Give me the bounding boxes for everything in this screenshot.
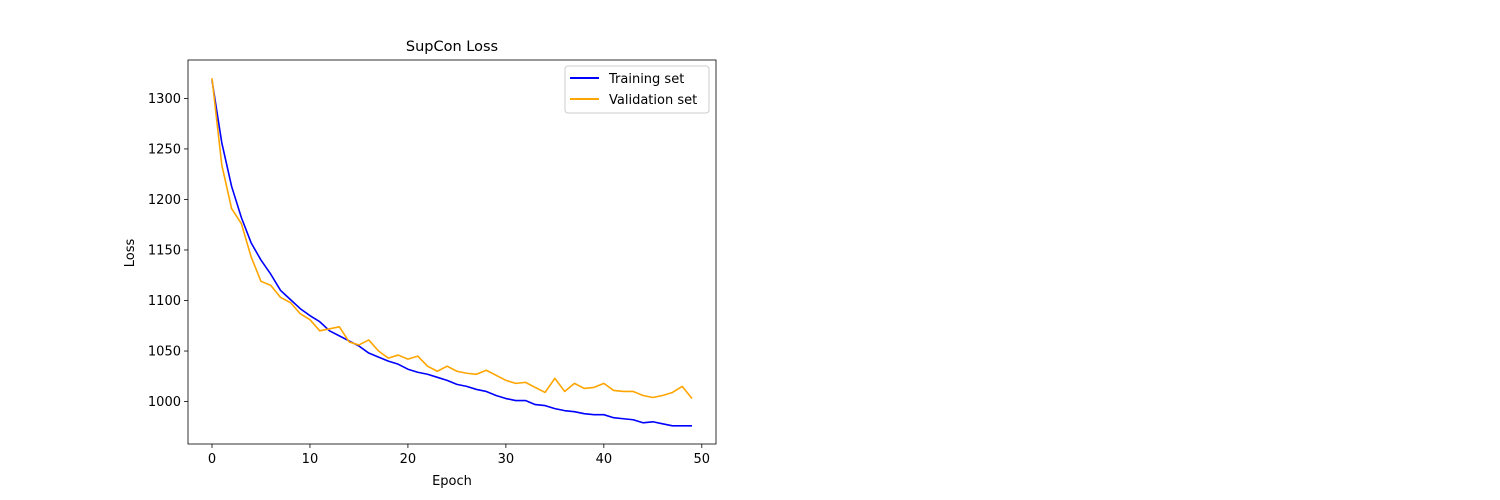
- plot-area: 0 10 20 30 40 50 1000 1050 1100 1150 1200 1250 1300: [148, 59, 717, 467]
- y-tick-label: 1100: [148, 294, 181, 309]
- series-line-validation-set: [211, 78, 693, 400]
- y-axis-label: Loss: [123, 239, 138, 268]
- y-axis: 1000 1050 1100 1150 1200 1250 1300: [148, 92, 188, 410]
- x-tick-label: 40: [596, 452, 613, 467]
- x-axis-label: Epoch: [432, 474, 472, 489]
- legend: Training set Validation set: [564, 65, 710, 114]
- axes-frame: [187, 59, 717, 445]
- legend-label-validation: Validation set: [609, 93, 697, 108]
- x-tick-label: 30: [498, 452, 515, 467]
- y-tick-label: 1300: [148, 92, 181, 107]
- x-tick-label: 20: [400, 452, 417, 467]
- series-line-training-set: [211, 80, 692, 427]
- legend-label-training: Training set: [608, 72, 684, 87]
- x-tick-label: 0: [208, 452, 216, 467]
- x-tick-label: 10: [302, 452, 319, 467]
- chart-title: SupCon Loss: [406, 39, 498, 55]
- y-tick-label: 1250: [148, 142, 181, 157]
- y-tick-label: 1050: [148, 345, 181, 360]
- x-tick-label: 50: [694, 452, 711, 467]
- y-tick-label: 1150: [148, 243, 181, 258]
- y-tick-label: 1000: [148, 395, 181, 410]
- y-tick-label: 1200: [148, 193, 181, 208]
- series-lines: [211, 78, 693, 427]
- x-axis: 0 10 20 30 40 50: [208, 444, 710, 467]
- legend-box: [564, 65, 710, 114]
